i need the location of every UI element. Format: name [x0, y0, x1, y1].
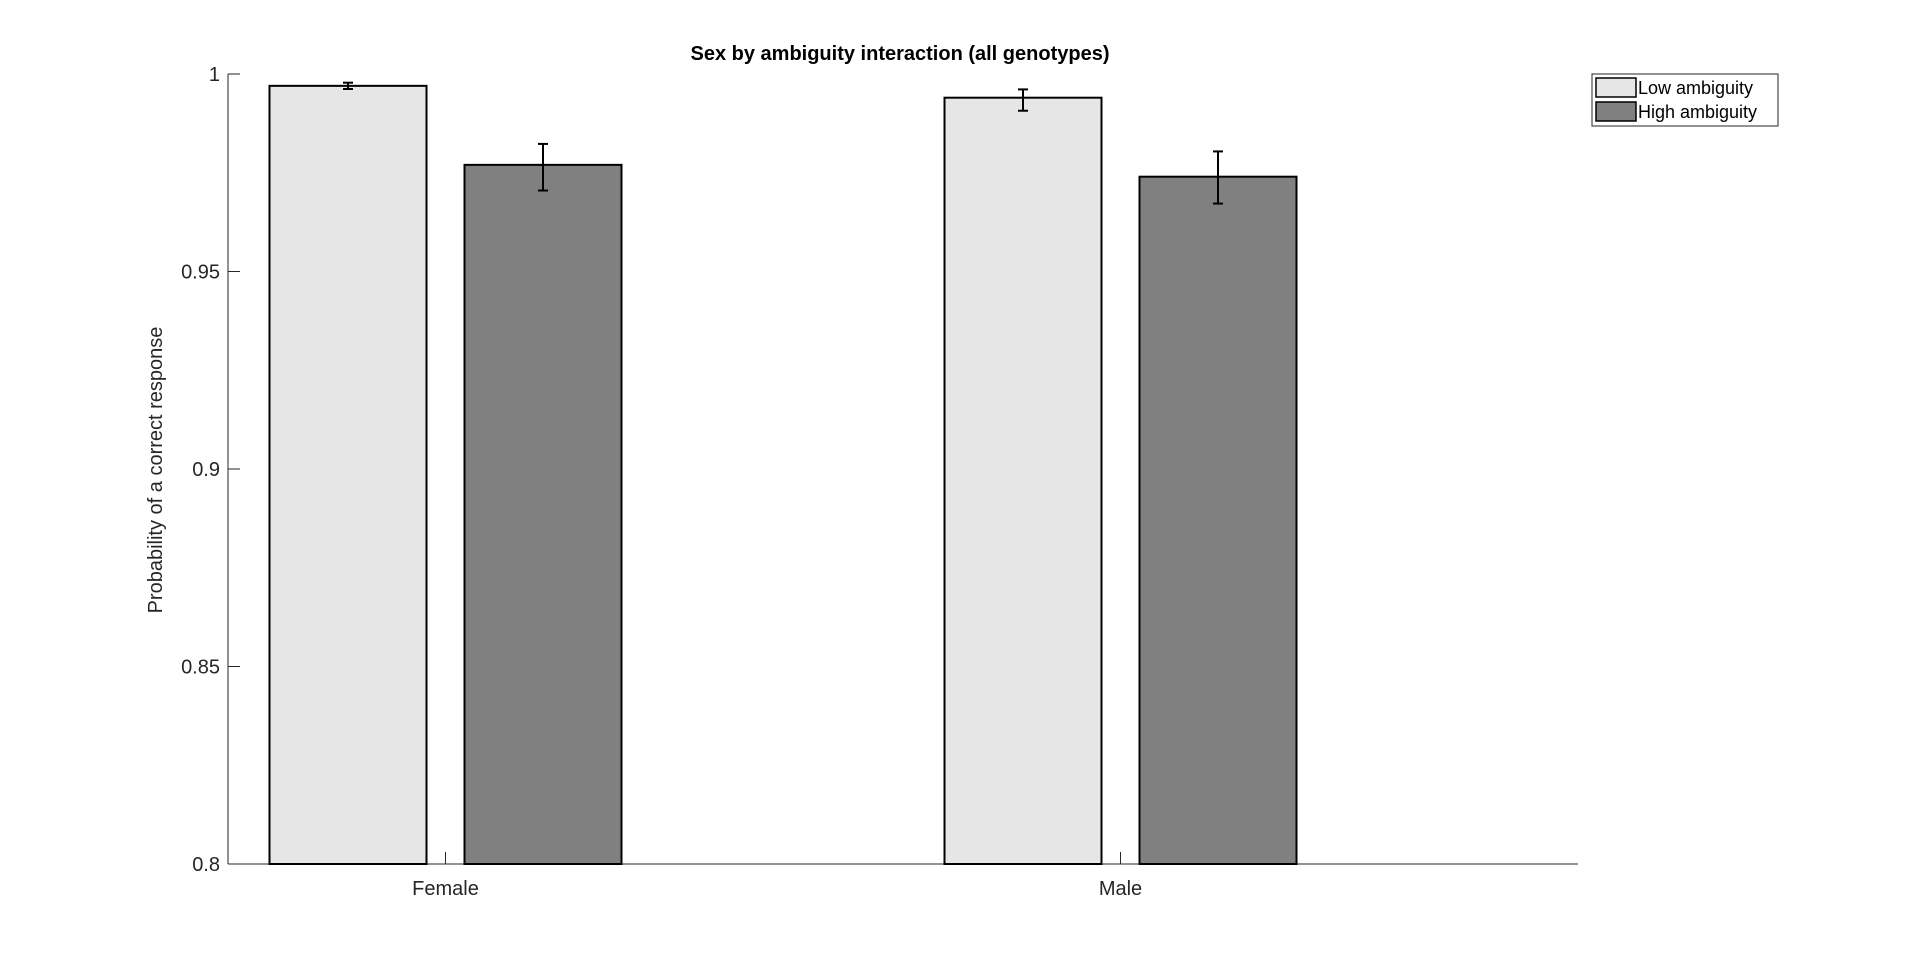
bar: [268, 84, 428, 866]
y-tick-label: 1: [209, 64, 220, 86]
legend-swatch: [1595, 77, 1637, 98]
plot-area: 0.8 0.85 0.9 0.95 1 Female Male: [181, 64, 1578, 900]
bar: [1138, 175, 1298, 865]
legend-swatch: [1595, 101, 1637, 122]
bar: [463, 163, 623, 866]
y-tick-label: 0.85: [181, 657, 220, 679]
legend-entry: Low ambiguity: [1638, 78, 1753, 98]
legend: Low ambiguity High ambiguity: [1591, 73, 1779, 127]
y-axis-label: Probability of a correct response: [145, 327, 167, 614]
y-tick-label: 0.95: [181, 262, 220, 284]
bar: [943, 96, 1103, 865]
x-tick-label: Male: [1099, 878, 1142, 900]
y-tick-label: 0.8: [192, 854, 220, 876]
x-tick-label: Female: [412, 878, 479, 900]
legend-entry: High ambiguity: [1638, 102, 1757, 122]
chart-title: Sex by ambiguity interaction (all genoty…: [691, 43, 1110, 65]
y-tick-label: 0.9: [192, 459, 220, 481]
